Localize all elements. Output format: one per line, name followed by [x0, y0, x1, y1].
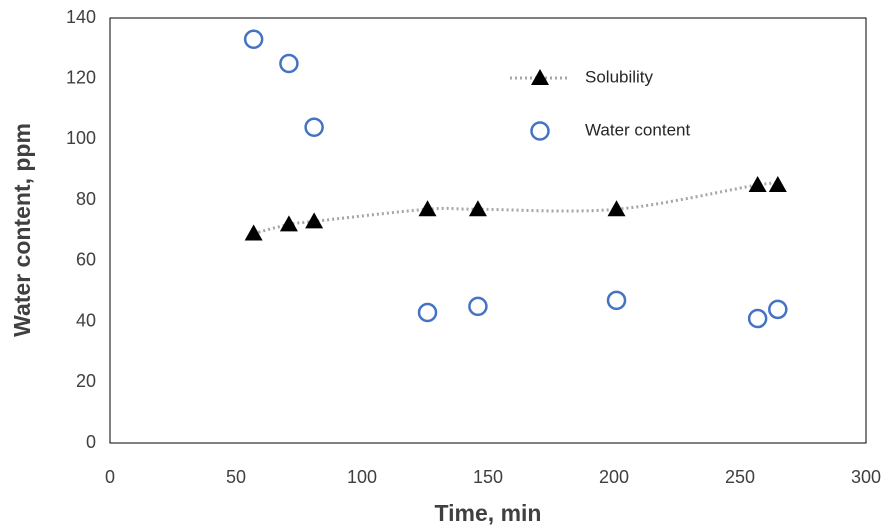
- x-tick-label: 300: [851, 467, 881, 487]
- y-tick-label: 100: [66, 128, 96, 148]
- x-tick-label: 50: [226, 467, 246, 487]
- data-point: [468, 200, 487, 217]
- data-point: [748, 175, 767, 192]
- data-point: [279, 215, 298, 232]
- data-point: [279, 53, 299, 74]
- data-point: [304, 117, 324, 138]
- series-line: [253, 181, 779, 235]
- data-point: [606, 290, 627, 311]
- y-tick-label: 40: [76, 310, 96, 330]
- data-point: [243, 29, 264, 49]
- data-point: [468, 296, 488, 317]
- y-tick-label: 60: [76, 250, 96, 270]
- x-tick-label: 250: [725, 467, 755, 487]
- legend-label: Solubility: [585, 67, 654, 86]
- y-tick-label: 0: [86, 432, 96, 452]
- data-point: [417, 302, 438, 323]
- y-tick-label: 20: [76, 371, 96, 391]
- data-point: [244, 224, 263, 241]
- data-point: [768, 299, 788, 320]
- x-tick-label: 150: [473, 467, 503, 487]
- legend-marker: [531, 69, 549, 85]
- x-axis-title: Time, min: [435, 500, 542, 526]
- legend-label: Water content: [585, 120, 690, 139]
- legend-marker: [530, 121, 550, 141]
- y-axis-title: Water content, ppm: [9, 123, 35, 337]
- y-tick-label: 120: [66, 67, 96, 87]
- data-point: [305, 212, 324, 229]
- x-tick-label: 200: [599, 467, 629, 487]
- plot-frame: [109, 17, 867, 444]
- data-point: [768, 175, 787, 192]
- x-tick-label: 100: [347, 467, 377, 487]
- data-point: [747, 308, 768, 329]
- data-point: [418, 200, 437, 217]
- data-point: [607, 200, 626, 217]
- y-tick-label: 140: [66, 7, 96, 27]
- x-tick-label: 0: [105, 467, 115, 487]
- y-tick-label: 80: [76, 189, 96, 209]
